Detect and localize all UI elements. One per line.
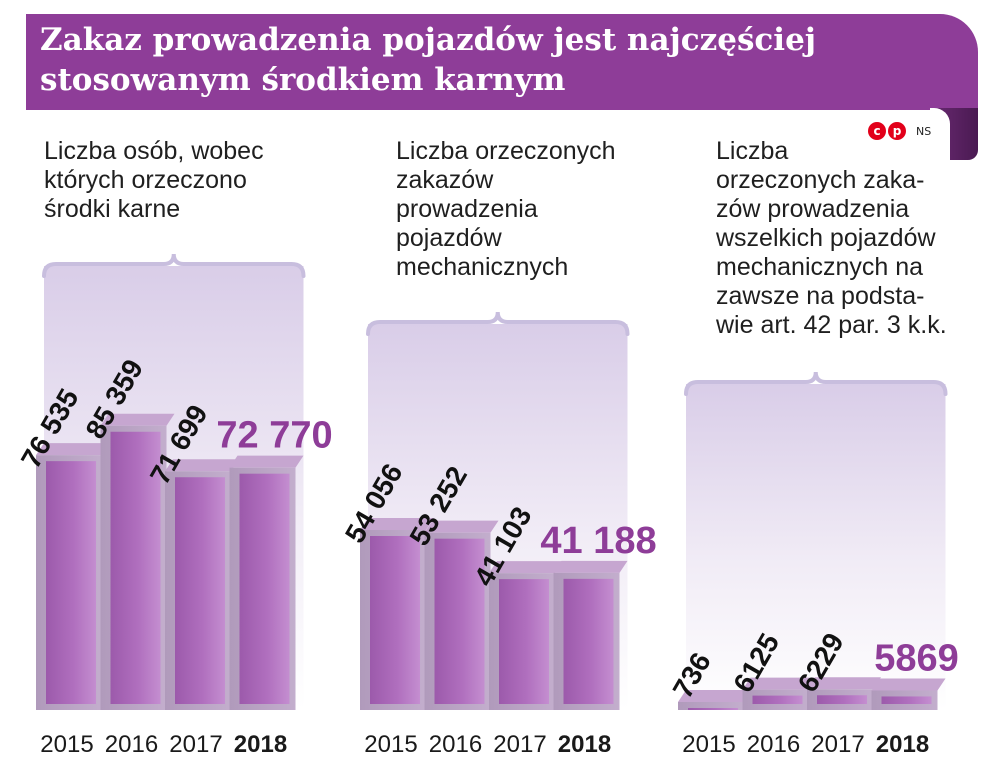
title-banner — [26, 14, 978, 110]
bar-top-face — [807, 677, 881, 690]
chart-1-description-line: Liczba osób, wobec — [44, 137, 264, 165]
bar-front-face — [46, 461, 96, 704]
year-label: 2015 — [364, 731, 417, 758]
chart-3-description-line: Liczba — [716, 137, 789, 165]
bar: 85 359 — [79, 354, 175, 710]
bar-top-face — [360, 517, 434, 530]
bar-value-label-highlight: 72 770 — [216, 415, 332, 457]
year-label: 2017 — [169, 731, 222, 758]
year-label: 2018 — [876, 731, 929, 758]
bar-top-face — [229, 455, 304, 468]
year-label: 2017 — [811, 731, 864, 758]
chart-3-description-line: wie art. 42 par. 3 k.k. — [716, 311, 947, 339]
bar-front-face — [752, 695, 803, 704]
bar-top-face — [100, 413, 175, 426]
chart-background — [686, 384, 946, 710]
bar: 41 188 — [540, 520, 657, 710]
copyright-p-icon: p — [888, 122, 906, 140]
bar-front-face — [499, 579, 549, 704]
credits: c p NS — [868, 120, 931, 142]
bar-front-face — [175, 477, 225, 704]
bar-front-face — [881, 696, 932, 704]
bar: 72 770 — [216, 415, 333, 710]
chart-3-description-line: wszelkich pojazdów — [716, 224, 936, 252]
chart-1-description-line: środki karne — [44, 195, 181, 223]
bar-top-face — [871, 678, 946, 691]
bar-top-face — [553, 560, 628, 573]
year-label: 2018 — [234, 731, 287, 758]
bar: 71 699 — [144, 400, 239, 710]
bar-top-face — [36, 443, 110, 456]
bar-front-face — [688, 708, 738, 710]
bar-front-face — [370, 535, 420, 704]
year-label: 2016 — [105, 731, 158, 758]
bar-front-face — [817, 695, 867, 704]
bar-front-face — [239, 473, 290, 704]
bar-value-label-highlight: 41 188 — [540, 520, 656, 562]
year-label: 2015 — [682, 731, 735, 758]
chart-1: 76 535 2015 85 359 2016 71 699 2017 72 770 2018 — [15, 253, 333, 758]
chart-2-description-line: Liczba orzeczonych — [396, 137, 616, 165]
chart-brace — [42, 253, 306, 278]
banner-fold-cover — [930, 108, 950, 160]
chart-2-description-line: prowadzenia — [396, 195, 538, 223]
copyright-c-icon: c — [868, 122, 886, 140]
chart-1-description: Liczba osób, wobec których orzeczono śro… — [44, 137, 264, 224]
chart-1-description-line: których orzeczono — [44, 166, 247, 194]
year-label: 2016 — [429, 731, 482, 758]
bar: 5869 — [871, 637, 959, 710]
chart-3-description-line: mechanicznych na — [716, 253, 924, 281]
bar-front-face — [434, 538, 485, 704]
chart-brace — [684, 371, 948, 396]
chart-2-description-line: pojazdów — [396, 224, 502, 252]
chart-3-description-line: orzeczonych zaka- — [716, 166, 925, 194]
bar-value-label-highlight: 5869 — [874, 637, 959, 679]
bar-top-face — [678, 690, 752, 702]
chart-3-description-line: zawsze na podsta- — [716, 282, 925, 310]
bar-top-face — [424, 520, 499, 533]
author-initials: NS — [916, 124, 932, 138]
year-label: 2018 — [558, 731, 611, 758]
bar-top-face — [742, 677, 817, 690]
year-label: 2017 — [493, 731, 546, 758]
bar-side-face — [678, 702, 744, 710]
chart-2-description: Liczba orzeczonych zakazów prowadzenia p… — [396, 137, 616, 282]
chart-2-description-line: zakazów — [396, 166, 494, 194]
bar-front-face — [110, 431, 161, 704]
title-line-2: stosowanym środkiem karnym — [40, 62, 566, 98]
chart-brace — [366, 311, 630, 336]
bar-top-face — [165, 459, 239, 472]
chart-3-description: Liczba orzeczonych zaka- zów prowadzenia… — [716, 137, 947, 340]
year-label: 2016 — [747, 731, 800, 758]
page-title: Zakaz prowadzenia pojazdów jest najczęśc… — [40, 20, 920, 100]
chart-2-description-line: mechanicznych — [396, 253, 569, 281]
bar-top-face — [489, 561, 563, 574]
title-line-1: Zakaz prowadzenia pojazdów jest najczęśc… — [40, 22, 817, 58]
year-label: 2015 — [40, 731, 93, 758]
bar: 76 535 — [15, 384, 110, 710]
bar-front-face — [563, 578, 614, 704]
chart-3-description-line: zów prowadzenia — [716, 195, 910, 223]
bar: 41 103 — [468, 502, 563, 710]
